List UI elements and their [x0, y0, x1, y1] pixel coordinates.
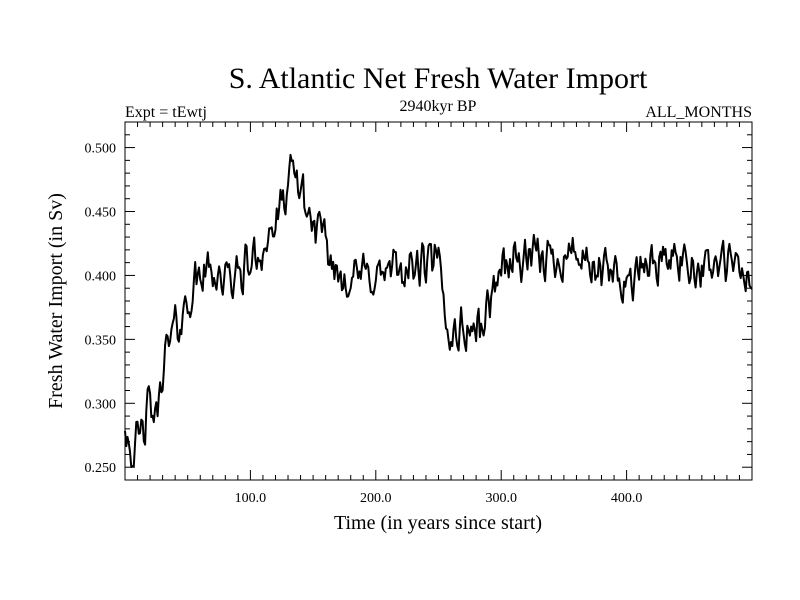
y-tick-label: 0.400	[85, 269, 117, 284]
x-tick-label: 300.0	[485, 491, 517, 506]
y-tick-label: 0.500	[85, 142, 117, 157]
x-axis: 100.0 200.0 300.0 400.0	[137, 122, 740, 506]
series-line-net-fresh-water-import	[124, 153, 753, 468]
y-tick-label: 0.350	[85, 333, 117, 348]
y-axis-label: Fresh Water Import (in Sv)	[45, 193, 67, 409]
months-label: ALL_MONTHS	[645, 104, 752, 121]
period-label: 2940kyr BP	[400, 98, 477, 115]
plot-area	[124, 121, 753, 481]
y-tick-label: 0.250	[85, 461, 117, 476]
y-axis: 0.250 0.300 0.350 0.400 0.450 0.500	[85, 134, 752, 476]
x-tick-label: 200.0	[360, 491, 392, 506]
x-tick-label: 400.0	[611, 491, 643, 506]
experiment-label: Expt = tEwtj	[125, 104, 207, 121]
y-tick-label: 0.300	[85, 397, 117, 412]
y-tick-label: 0.450	[85, 206, 117, 221]
chart-title: S. Atlantic Net Fresh Water Import	[229, 62, 648, 95]
x-tick-label: 100.0	[235, 491, 267, 506]
x-axis-label: Time (in years since start)	[334, 512, 542, 534]
